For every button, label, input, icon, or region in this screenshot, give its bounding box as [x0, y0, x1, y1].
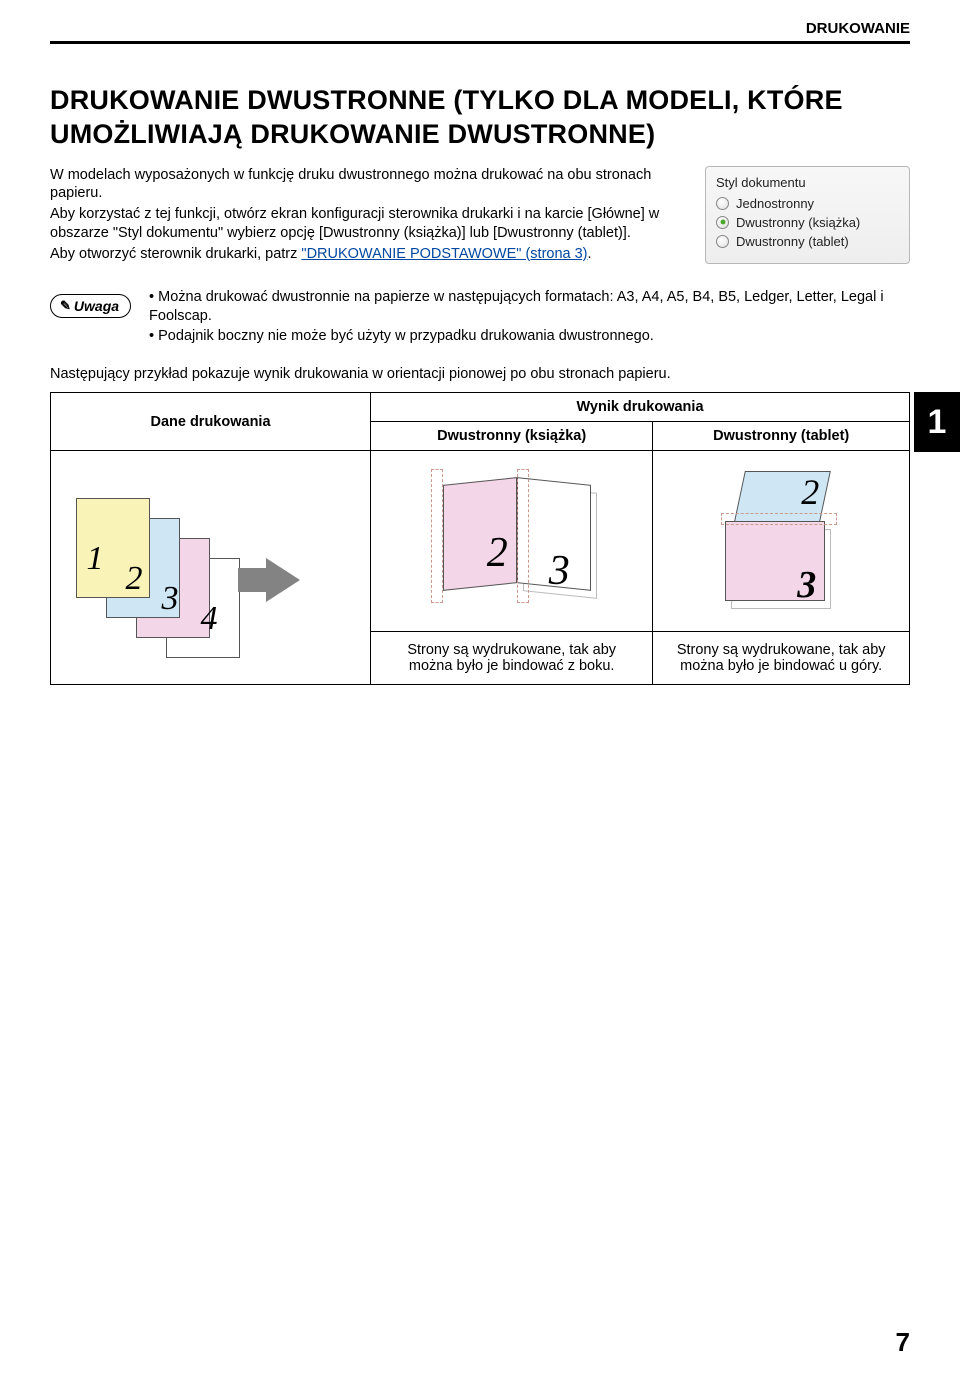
- chapter-tab: 1: [914, 392, 960, 452]
- note-item: Podajnik boczny nie może być użyty w prz…: [149, 327, 910, 347]
- radio-label: Jednostronny: [736, 196, 814, 211]
- th-print-result: Wynik drukowania: [371, 393, 910, 422]
- note-badge: ✎ Uwaga: [50, 294, 131, 318]
- th-book: Dwustronny (książka): [371, 422, 653, 451]
- document-style-panel: Styl dokumentu Jednostronny Dwustronny (…: [705, 166, 910, 264]
- radio-option-book[interactable]: Dwustronny (książka): [716, 215, 899, 230]
- radio-icon: [716, 216, 729, 229]
- section-header: DRUKOWANIE: [50, 20, 910, 44]
- page-number: 7: [896, 1327, 910, 1358]
- cell-tablet-illustration: 2 3: [653, 451, 910, 632]
- cell-book-illustration: 2 3: [371, 451, 653, 632]
- th-print-data: Dane drukowania: [51, 393, 371, 451]
- caption-tablet: Strony są wydrukowane, tak aby można był…: [653, 632, 910, 685]
- note-list: Można drukować dwustronnie na papierze w…: [149, 288, 910, 347]
- radio-icon: [716, 197, 729, 210]
- result-table: Dane drukowania Wynik drukowania Dwustro…: [50, 392, 910, 685]
- intro-text-block: W modelach wyposażonych w funkcję druku …: [50, 166, 685, 266]
- radio-option-tablet[interactable]: Dwustronny (tablet): [716, 234, 899, 249]
- pencil-icon: ✎: [60, 298, 71, 314]
- intro-p3-prefix: Aby otworzyć sterownik drukarki, patrz: [50, 246, 301, 262]
- radio-option-single[interactable]: Jednostronny: [716, 196, 899, 211]
- link-basic-printing[interactable]: "DRUKOWANIE PODSTAWOWE" (strona 3): [301, 246, 587, 262]
- intro-p1: W modelach wyposażonych w funkcję druku …: [50, 166, 685, 204]
- radio-label: Dwustronny (tablet): [736, 234, 849, 249]
- note-item: Można drukować dwustronnie na papierze w…: [149, 288, 910, 327]
- note-badge-label: Uwaga: [74, 298, 119, 314]
- intro-p3-suffix: .: [588, 246, 592, 262]
- radio-group-title: Styl dokumentu: [716, 175, 899, 190]
- tablet-bind-illustration: 2 3: [681, 461, 881, 621]
- booklet-illustration: 2 3: [397, 461, 627, 621]
- radio-icon: [716, 235, 729, 248]
- example-intro: Następujący przykład pokazuje wynik druk…: [50, 366, 910, 382]
- stacked-pages-illustration: 1 2 3 4: [66, 488, 356, 648]
- arrow-icon: [266, 558, 300, 602]
- radio-label: Dwustronny (książka): [736, 215, 860, 230]
- caption-book: Strony są wydrukowane, tak aby można był…: [371, 632, 653, 685]
- cell-input-illustration: 1 2 3 4: [51, 451, 371, 685]
- th-tablet: Dwustronny (tablet): [653, 422, 910, 451]
- page-title: DRUKOWANIE DWUSTRONNE (TYLKO DLA MODELI,…: [50, 84, 910, 152]
- intro-p3: Aby otworzyć sterownik drukarki, patrz "…: [50, 245, 685, 264]
- intro-p2: Aby korzystać z tej funkcji, otwórz ekra…: [50, 205, 685, 243]
